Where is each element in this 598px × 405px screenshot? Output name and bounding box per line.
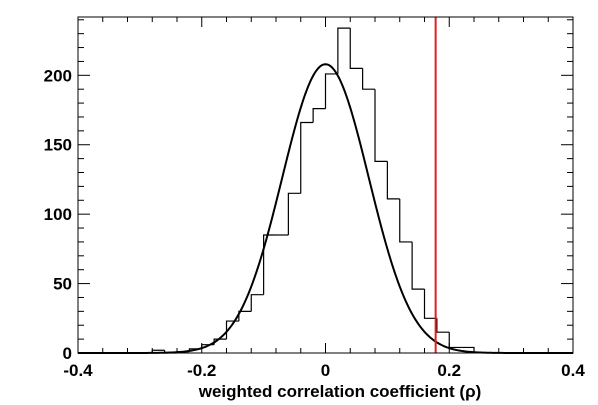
histogram-bin <box>238 310 252 322</box>
x-axis-title: weighted correlation coefficient (ρ) <box>198 382 482 401</box>
tick-labels-layer: -0.4 -0.2 0 0.2 0.4 0 50 100 150 200 <box>44 66 586 380</box>
x-tick-label: -0.4 <box>63 361 93 380</box>
y-tick-label: 150 <box>44 136 72 155</box>
histogram-bin <box>362 68 375 90</box>
histogram-bin <box>287 192 301 235</box>
histogram-bin <box>312 108 326 123</box>
histogram-bin <box>423 289 437 319</box>
histogram-bin <box>399 198 413 243</box>
histogram-bin <box>337 27 351 74</box>
histogram-bin <box>411 241 425 290</box>
x-tick-label: 0 <box>321 361 330 380</box>
histogram-bin <box>436 318 450 333</box>
histogram-bin <box>448 332 462 349</box>
y-tick-label: 200 <box>44 66 72 85</box>
plot-frame <box>77 16 574 354</box>
y-tick-label: 50 <box>53 275 72 294</box>
ticks-layer <box>77 17 574 354</box>
histogram-bin <box>250 294 264 312</box>
histogram-bin <box>386 161 400 200</box>
histogram-bin <box>324 73 338 109</box>
histogram-bin <box>300 121 314 194</box>
y-tick-label: 100 <box>44 205 72 224</box>
y-tick-label: 0 <box>63 344 72 363</box>
x-tick-label: 0.2 <box>437 361 461 380</box>
histogram-bin <box>349 28 363 69</box>
histogram-bin <box>263 234 276 295</box>
histogram-bin <box>374 89 388 162</box>
x-tick-label: -0.2 <box>187 361 216 380</box>
x-tick-label: 0.4 <box>561 361 585 380</box>
